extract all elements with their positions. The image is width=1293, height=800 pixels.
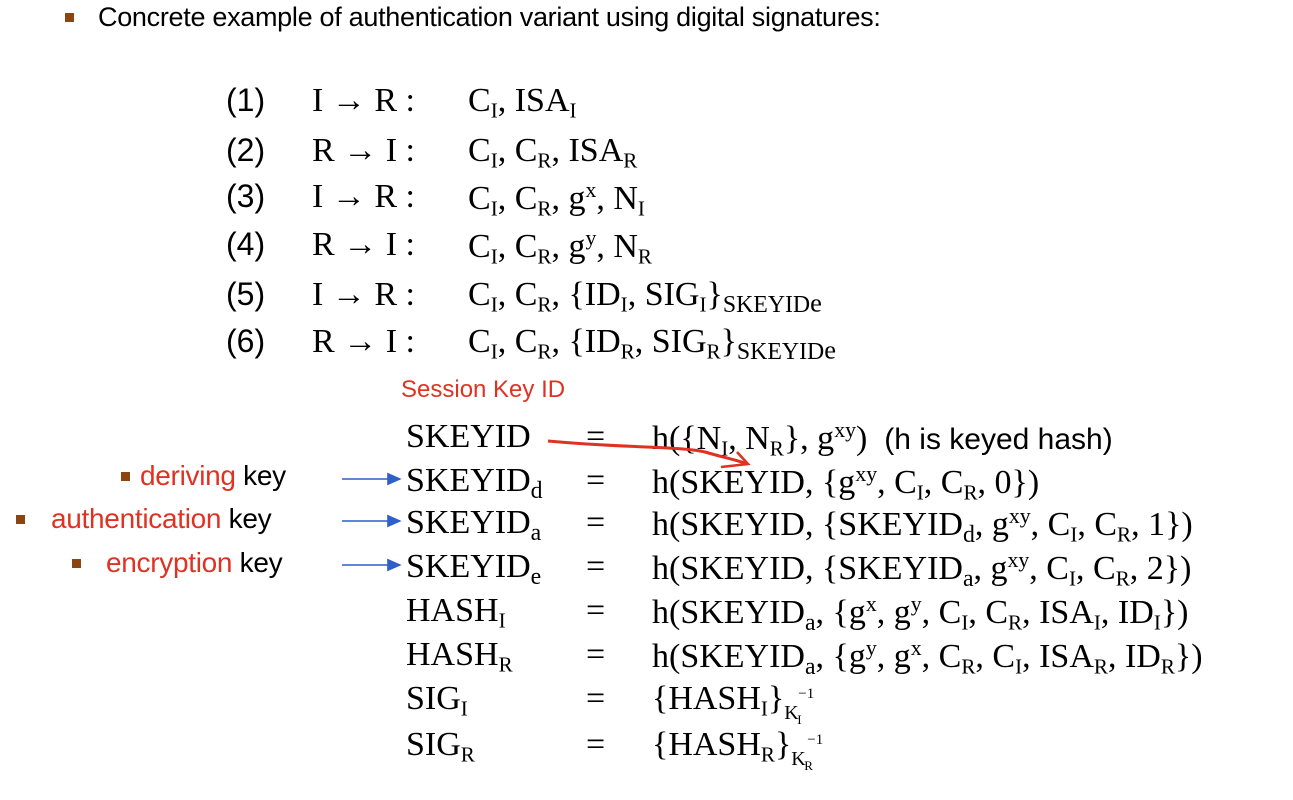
definition-lhs: SKEYID bbox=[406, 418, 531, 455]
definition-lhs: HASHI bbox=[406, 592, 506, 633]
message-payload: CI, CR, gx, NI bbox=[468, 178, 645, 221]
equals-sign: = bbox=[586, 548, 606, 585]
bullet-square-icon bbox=[16, 515, 25, 524]
message-number: (2) bbox=[226, 132, 266, 168]
message-payload: CI, CR, {IDR, SIGR}SKEYIDe bbox=[468, 323, 836, 366]
definition-rhs: {HASHR} K R −1 bbox=[652, 726, 824, 773]
message-number: (5) bbox=[226, 276, 266, 312]
definition-rhs: h(SKEYID, {SKEYIDa, gxy, CI, CR, 2}) bbox=[652, 548, 1192, 593]
definition-rhs: h(SKEYIDa, {gy, gx, CR, CI, ISAR, IDR}) bbox=[652, 636, 1203, 681]
arrow-right-icon: → bbox=[331, 178, 366, 215]
equals-sign: = bbox=[586, 462, 606, 499]
message-direction: R → I : bbox=[312, 226, 415, 263]
red-link-arrow-icon bbox=[547, 439, 749, 466]
message-payload: CI, CR, ISAR bbox=[468, 132, 638, 173]
arrow-right-icon: → bbox=[343, 323, 378, 360]
message-payload: CI, CR, {IDI, SIGI}SKEYIDe bbox=[468, 276, 822, 319]
message-number: (6) bbox=[226, 323, 266, 359]
definition-lhs: HASHR bbox=[406, 636, 513, 677]
definition-lhs: SKEYIDd bbox=[406, 462, 543, 505]
arrow-right-icon: → bbox=[343, 226, 378, 263]
session-key-id-annotation: Session Key ID bbox=[401, 376, 566, 403]
message-direction: R → I : bbox=[312, 323, 415, 360]
definition-lhs: SIGR bbox=[406, 726, 475, 767]
message-direction: R → I : bbox=[312, 132, 415, 169]
arrow-right-icon: → bbox=[331, 82, 366, 119]
definition-rhs: h(SKEYID, {SKEYIDd, gxy, CI, CR, 1}) bbox=[652, 504, 1193, 549]
equals-sign: = bbox=[586, 680, 606, 717]
bullet-square-icon bbox=[65, 13, 74, 22]
definition-rhs: h({NI, NR}, gxy) (h is keyed hash) bbox=[652, 418, 1113, 461]
arrow-right-icon: → bbox=[343, 132, 378, 169]
arrow-right-icon: → bbox=[331, 276, 366, 313]
message-payload: CI, CR, gy, NR bbox=[468, 226, 652, 269]
message-number: (3) bbox=[226, 178, 266, 214]
slide-heading: Concrete example of authentication varia… bbox=[98, 2, 881, 32]
message-direction: I → R : bbox=[312, 276, 415, 313]
definition-lhs: SKEYIDe bbox=[406, 548, 542, 591]
equals-sign: = bbox=[586, 636, 606, 673]
bullet-square-icon bbox=[72, 559, 81, 568]
equals-sign: = bbox=[586, 504, 606, 541]
equals-sign: = bbox=[586, 592, 606, 629]
red-arrowhead-icon bbox=[720, 451, 751, 469]
definition-lhs: SIGI bbox=[406, 680, 468, 721]
key-label-deriving: deriving key bbox=[140, 460, 286, 491]
message-direction: I → R : bbox=[312, 82, 415, 119]
definition-rhs: h(SKEYIDa, {gx, gy, CI, CR, ISAI, IDI}) bbox=[652, 592, 1189, 637]
definition-rhs: h(SKEYID, {gxy, CI, CR, 0}) bbox=[652, 462, 1040, 505]
message-number: (4) bbox=[226, 226, 266, 262]
equals-sign: = bbox=[586, 726, 606, 763]
message-payload: CI, ISAI bbox=[468, 82, 577, 123]
message-direction: I → R : bbox=[312, 178, 415, 215]
bullet-square-icon bbox=[121, 472, 130, 481]
definition-rhs: {HASHI} K I −1 bbox=[652, 680, 815, 727]
definition-lhs: SKEYIDa bbox=[406, 504, 542, 547]
keyed-hash-note: (h is keyed hash) bbox=[884, 422, 1113, 456]
key-label-authentication: authentication key bbox=[51, 503, 272, 534]
key-label-encryption: encryption key bbox=[106, 547, 283, 578]
message-number: (1) bbox=[226, 82, 266, 118]
